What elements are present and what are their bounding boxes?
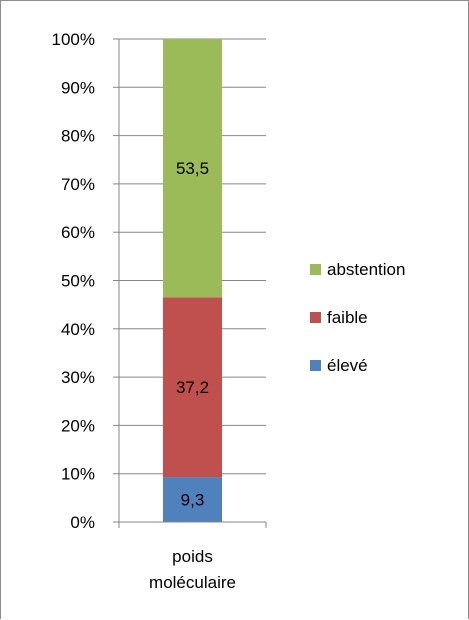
y-tick-label: 20% xyxy=(61,416,95,435)
y-tick-label: 30% xyxy=(61,368,95,387)
x-category-label-line: poids xyxy=(172,547,213,566)
legend-label: faible xyxy=(327,308,368,327)
data-label: 53,5 xyxy=(176,159,209,178)
bar-segment xyxy=(163,477,222,522)
y-tick-label: 60% xyxy=(61,223,95,242)
data-label: 37,2 xyxy=(176,378,209,397)
y-tick-label: 100% xyxy=(52,30,95,49)
y-tick-label: 90% xyxy=(61,78,95,97)
legend-swatch xyxy=(310,312,321,323)
bar-segment xyxy=(163,39,222,298)
y-tick-label: 0% xyxy=(70,513,95,532)
data-label: 9,3 xyxy=(181,491,205,510)
legend-label: élevé xyxy=(327,356,368,375)
y-tick-label: 50% xyxy=(61,272,95,291)
y-tick-label: 80% xyxy=(61,127,95,146)
y-tick-label: 40% xyxy=(61,320,95,339)
legend-swatch xyxy=(310,264,321,275)
y-tick-label: 70% xyxy=(61,175,95,194)
x-category-label: poids moléculaire xyxy=(149,547,236,592)
x-category-label-line: moléculaire xyxy=(149,573,236,592)
legend-swatch xyxy=(310,360,321,371)
y-tick-label: 10% xyxy=(61,465,95,484)
bar-segment xyxy=(163,297,222,478)
legend-label: abstention xyxy=(327,260,405,279)
